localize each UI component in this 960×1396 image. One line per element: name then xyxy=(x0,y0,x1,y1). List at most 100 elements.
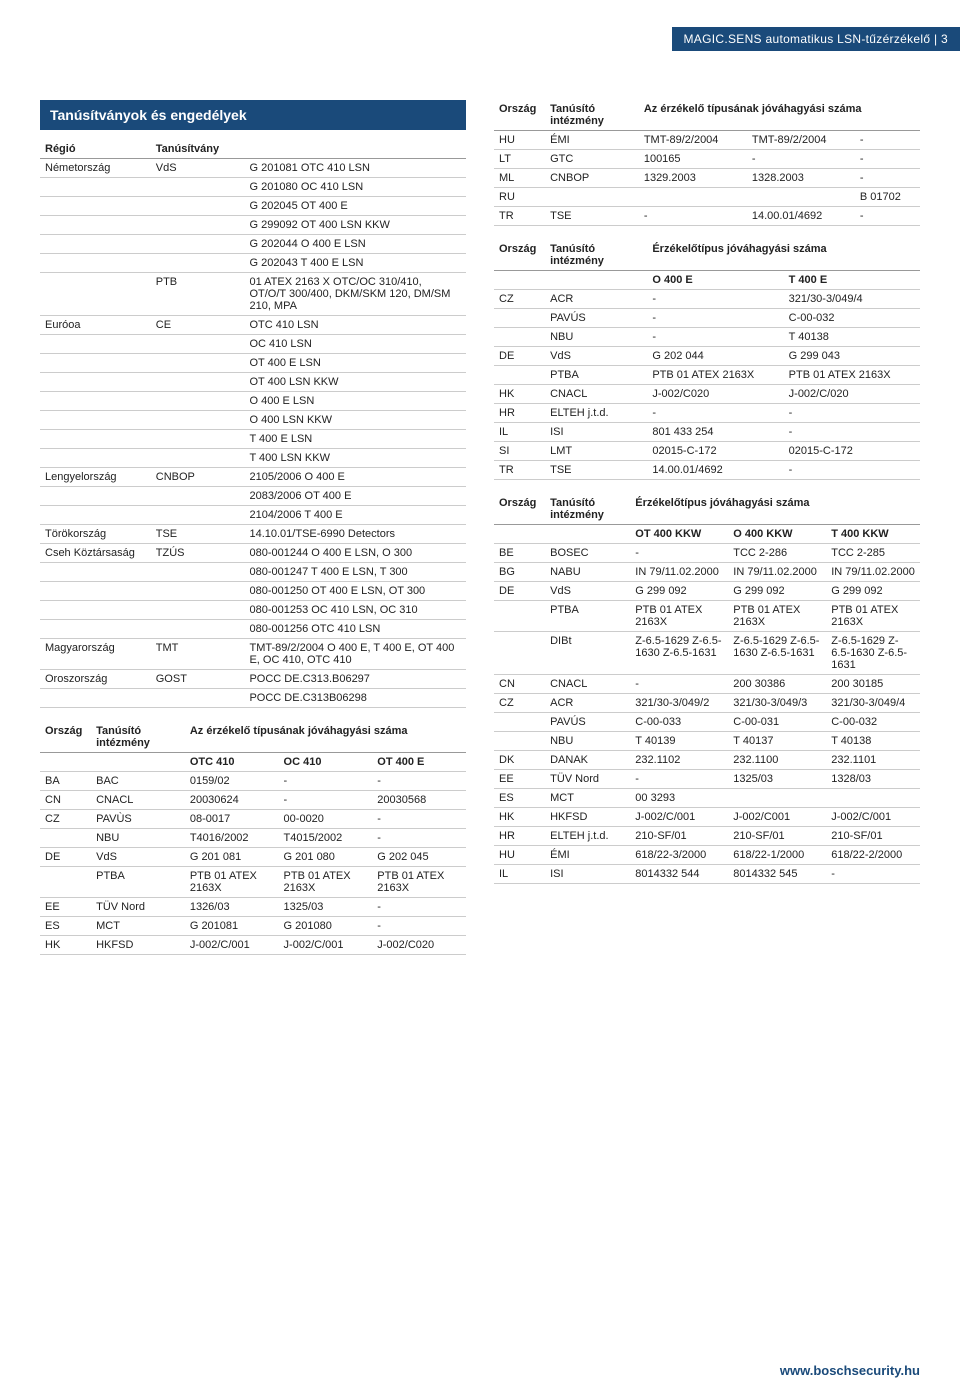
table-cell xyxy=(40,487,151,506)
table-cell: HU xyxy=(494,131,545,150)
table-cell: ACR xyxy=(545,694,630,713)
table-cell: G 201081 OTC 410 LSN xyxy=(244,159,466,178)
table-row: SILMT02015-C-17202015-C-172 xyxy=(494,442,920,461)
table-cell: IN 79/11.02.2000 xyxy=(630,563,728,582)
table-row: ESMCT00 3293 xyxy=(494,789,920,808)
table-row: NBUT 40139T 40137T 40138 xyxy=(494,732,920,751)
table-cell: DE xyxy=(40,848,91,867)
table-cell xyxy=(151,335,245,354)
table-cell xyxy=(151,197,245,216)
col-header: Érzékelőtípus jóváhagyási száma xyxy=(647,240,920,271)
table-cell xyxy=(747,188,855,207)
table-cell: J-002/C/001 xyxy=(185,936,279,955)
table-row: G 202043 T 400 E LSN xyxy=(40,254,466,273)
table-cell: CN xyxy=(40,791,91,810)
table-row: HUÉMI618/22-3/2000618/22-1/2000618/22-2/… xyxy=(494,846,920,865)
table-row: NBUT4016/2002T4015/2002- xyxy=(40,829,466,848)
section-title: Tanúsítványok és engedélyek xyxy=(40,100,466,130)
table-cell xyxy=(151,254,245,273)
table-cell: G 202043 T 400 E LSN xyxy=(244,254,466,273)
table-cell: IL xyxy=(494,865,545,884)
table-row: CNCNACL-200 30386200 30185 xyxy=(494,675,920,694)
table-cell: - xyxy=(372,898,466,917)
table-header-row: Ország Tanúsító intézmény Az érzékelő tí… xyxy=(40,722,466,753)
detector-type-table-1: Ország Tanúsító intézmény Érzékelőtípus … xyxy=(494,240,920,480)
table-row: PAVÚS-C-00-032 xyxy=(494,309,920,328)
table-cell: - xyxy=(647,328,783,347)
table-cell: G 202 045 xyxy=(372,848,466,867)
table-cell: 02015-C-172 xyxy=(784,442,920,461)
col-header: Tanúsítvány xyxy=(151,140,245,159)
col-subheader: OT 400 KKW xyxy=(630,525,728,544)
table-cell: IL xyxy=(494,423,545,442)
table-cell: 14.00.01/4692 xyxy=(647,461,783,480)
table-cell: PTB 01 ATEX 2163X xyxy=(647,366,783,385)
table-cell: Cseh Köztársaság xyxy=(40,544,151,563)
table-cell xyxy=(40,178,151,197)
table-cell: CZ xyxy=(494,694,545,713)
table-cell xyxy=(40,449,151,468)
table-cell: EE xyxy=(40,898,91,917)
table-cell: ES xyxy=(494,789,545,808)
table-row: ESMCTG 201081G 201080- xyxy=(40,917,466,936)
table-cell xyxy=(40,197,151,216)
table-cell: OC 410 LSN xyxy=(244,335,466,354)
footer-link[interactable]: www.boschsecurity.hu xyxy=(780,1363,920,1378)
table-row: OroszországGOSTPOCC DE.C313.B06297 xyxy=(40,670,466,689)
col-subheader xyxy=(545,525,630,544)
table-cell: DK xyxy=(494,751,545,770)
table-row: LengyelországCNBOP2105/2006 O 400 E xyxy=(40,468,466,487)
table-row: OT 400 LSN KKW xyxy=(40,373,466,392)
left-column: Tanúsítványok és engedélyek Régió Tanúsí… xyxy=(40,100,466,969)
table-row: TRTSE-14.00.01/4692- xyxy=(494,207,920,226)
table-cell xyxy=(151,506,245,525)
col-header: Az érzékelő típusának jóváhagyási száma xyxy=(639,100,920,131)
table-row: BGNABUIN 79/11.02.2000IN 79/11.02.2000IN… xyxy=(494,563,920,582)
table-cell: PTB 01 ATEX 2163X xyxy=(826,601,920,632)
table-cell: GOST xyxy=(151,670,245,689)
table-cell: SI xyxy=(494,442,545,461)
table-cell: PTB xyxy=(151,273,245,316)
table-cell xyxy=(151,216,245,235)
table-row: NémetországVdSG 201081 OTC 410 LSN xyxy=(40,159,466,178)
table-cell: - xyxy=(855,169,920,188)
table-cell xyxy=(40,373,151,392)
table-cell: BE xyxy=(494,544,545,563)
table-cell: BAC xyxy=(91,772,185,791)
table-row: HKCNACLJ-002/C020J-002/C/020 xyxy=(494,385,920,404)
table-cell: Oroszország xyxy=(40,670,151,689)
table-cell xyxy=(494,732,545,751)
table-cell: 321/30-3/049/4 xyxy=(784,290,920,309)
table-row: HKHKFSDJ-002/C/001J-002/C001J-002/C/001 xyxy=(494,808,920,827)
table-cell: 2083/2006 OT 400 E xyxy=(244,487,466,506)
table-cell: 321/30-3/049/4 xyxy=(826,694,920,713)
table-cell: 8014332 544 xyxy=(630,865,728,884)
table-cell: 232.1100 xyxy=(728,751,826,770)
table-row: DIBtZ-6.5-1629 Z-6.5-1630 Z-6.5-1631Z-6.… xyxy=(494,632,920,675)
table-cell: CNBOP xyxy=(151,468,245,487)
table-cell: 8014332 545 xyxy=(728,865,826,884)
table-row: EuróoaCEOTC 410 LSN xyxy=(40,316,466,335)
table-row: LTGTC100165-- xyxy=(494,150,920,169)
table-row: G 202044 O 400 E LSN xyxy=(40,235,466,254)
table-cell: 080-001253 OC 410 LSN, OC 310 xyxy=(244,601,466,620)
table-row: G 202045 OT 400 E xyxy=(40,197,466,216)
table-cell: DE xyxy=(494,347,545,366)
table-cell: POCC DE.C313.B06297 xyxy=(244,670,466,689)
table-cell: - xyxy=(372,810,466,829)
col-header: Tanúsító intézmény xyxy=(545,100,639,131)
table-cell: PTBA xyxy=(91,867,185,898)
table-cell: G 299 092 xyxy=(630,582,728,601)
table-cell: C-00-032 xyxy=(784,309,920,328)
table-row: NBU-T 40138 xyxy=(494,328,920,347)
table-cell: HK xyxy=(40,936,91,955)
table-cell: C-00-032 xyxy=(826,713,920,732)
table-subheader-row: OTC 410 OC 410 OT 400 E xyxy=(40,753,466,772)
table-cell xyxy=(40,582,151,601)
table-row: PTBAPTB 01 ATEX 2163XPTB 01 ATEX 2163XPT… xyxy=(40,867,466,898)
table-cell: T4016/2002 xyxy=(185,829,279,848)
table-cell: C-00-033 xyxy=(630,713,728,732)
table-cell: CNACL xyxy=(91,791,185,810)
table-cell: Z-6.5-1629 Z-6.5-1630 Z-6.5-1631 xyxy=(728,632,826,675)
table-cell: 20030568 xyxy=(372,791,466,810)
